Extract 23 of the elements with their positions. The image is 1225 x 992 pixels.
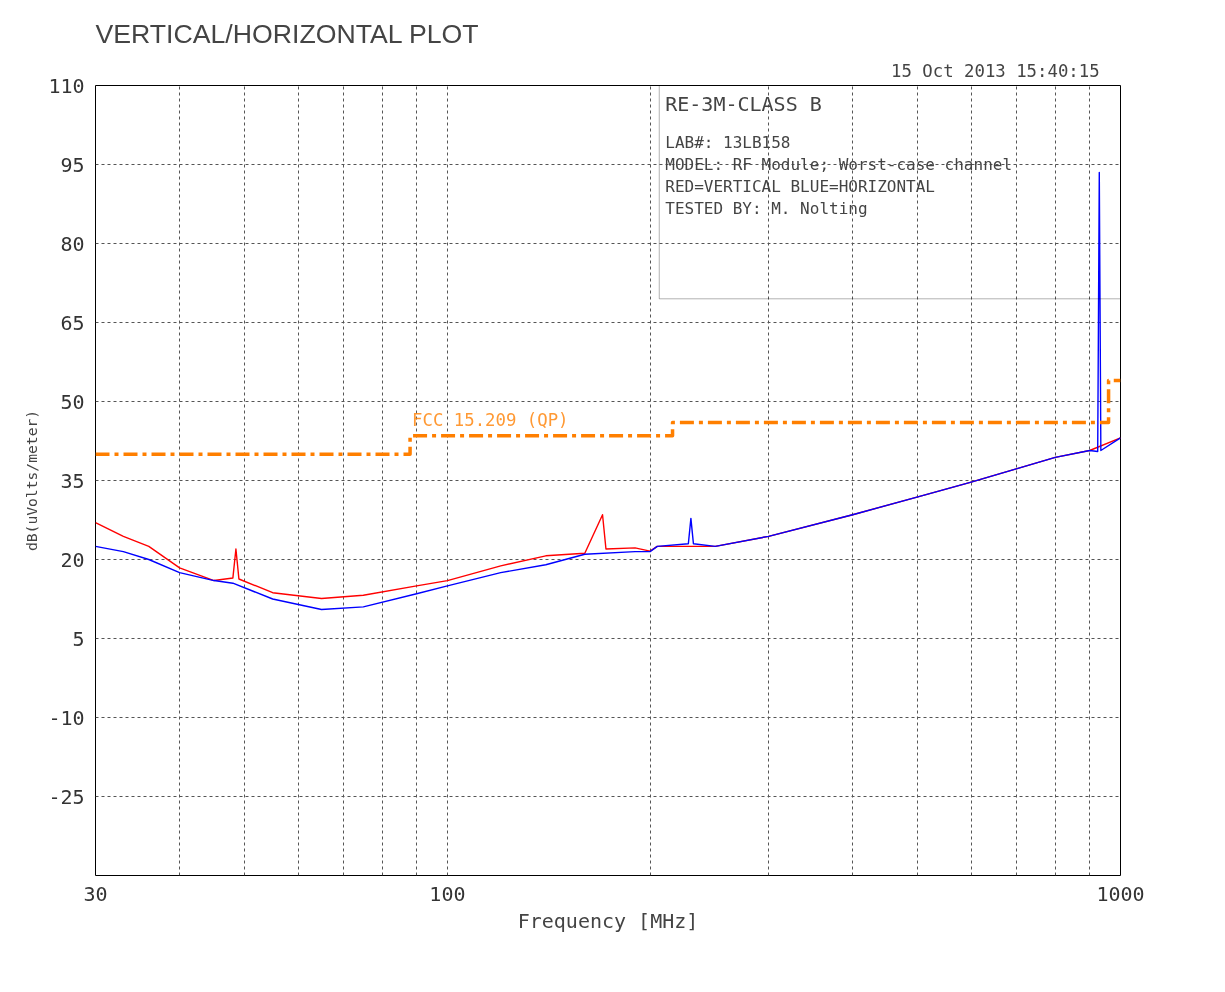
y-tick-label: -10	[48, 705, 85, 730]
x-tick-label: 100	[429, 881, 466, 906]
chart-title: VERTICAL/HORIZONTAL PLOT	[95, 18, 479, 49]
y-tick-label: -25	[48, 784, 85, 809]
y-tick-label: 80	[60, 231, 85, 256]
annotation: MODEL: RF Module; Worst-case channel	[665, 154, 1013, 174]
x-tick-label: 30	[83, 881, 108, 906]
text: 15 Oct 2013 15:40:15	[890, 60, 1100, 81]
y-tick-label: 65	[60, 310, 85, 335]
y-tick-label: 35	[60, 468, 85, 493]
series-label: FCC 15.209 (QP)	[412, 409, 569, 430]
x-axis-title: Frequency [MHz]	[517, 908, 699, 933]
annotation: RE-3M-CLASS B	[665, 91, 822, 116]
y-tick-label: 110	[48, 73, 85, 98]
y-tick-label: 95	[60, 152, 85, 177]
annotation: RED=VERTICAL BLUE=HORIZONTAL	[665, 176, 935, 196]
y-axis-title: dB(uVolts/meter)	[23, 409, 41, 552]
y-tick-label: 50	[60, 389, 85, 414]
y-tick-label: 5	[72, 626, 85, 651]
annotation: TESTED BY: M. Nolting	[665, 198, 868, 218]
x-tick-label: 1000	[1096, 881, 1145, 906]
annotation: LAB#: 13LB158	[665, 132, 791, 152]
y-tick-label: 20	[60, 547, 85, 572]
